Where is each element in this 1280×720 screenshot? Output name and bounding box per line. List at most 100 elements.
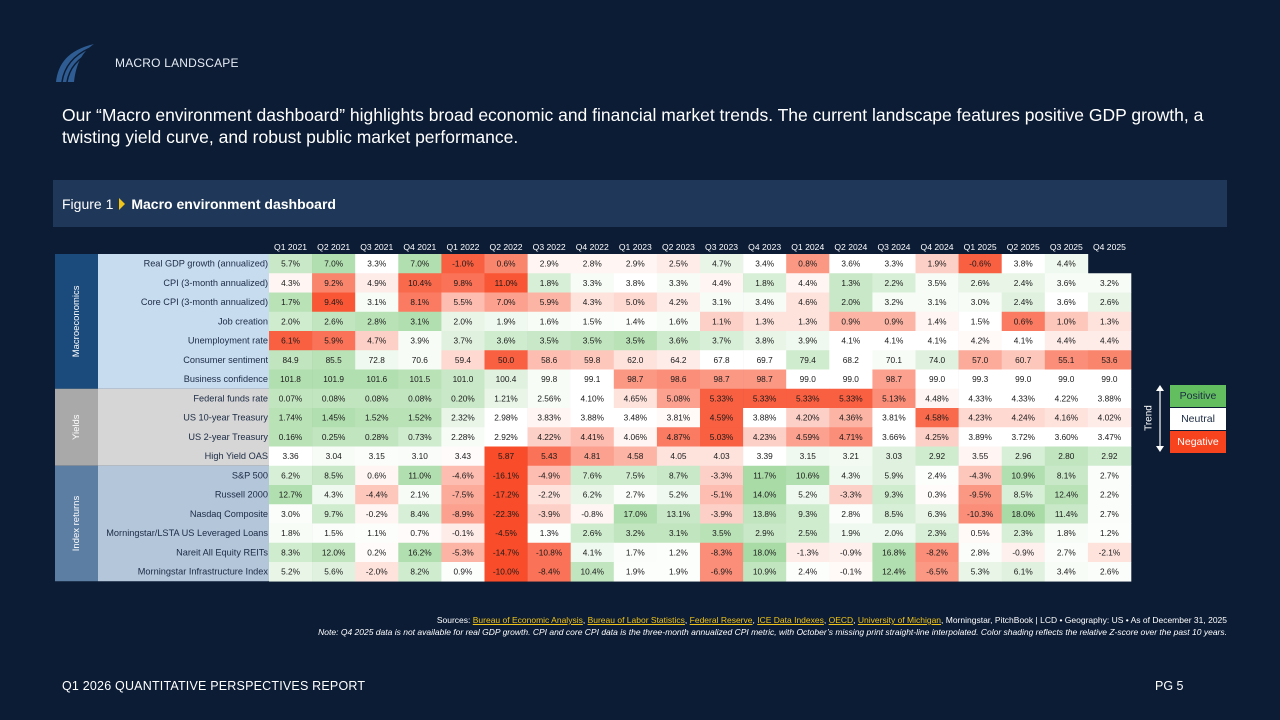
heatmap-cell: [915, 273, 959, 293]
heatmap-value: 2.9%: [626, 259, 646, 269]
heatmap-cell: [700, 311, 744, 332]
heatmap-value: 5.2%: [798, 490, 818, 500]
heatmap-cell: [656, 485, 701, 505]
heatmap-value: 50.0: [498, 355, 515, 365]
heatmap-cell: [1001, 408, 1046, 428]
heatmap-value: 4.33%: [1011, 393, 1035, 403]
heatmap-cell: [398, 427, 442, 447]
heatmap-value: 98.7: [627, 374, 644, 384]
heatmap-value: 1.8%: [281, 528, 301, 538]
heatmap-value: 74.0: [929, 355, 946, 365]
heatmap-cell: [700, 350, 744, 370]
heatmap-value: 3.60%: [1055, 432, 1079, 442]
heatmap-cell: [527, 446, 571, 467]
heatmap-value: 4.22%: [537, 432, 561, 442]
heatmap-value: 2.6%: [1100, 297, 1120, 307]
heatmap-cell: [312, 523, 356, 544]
heatmap-value: 7.6%: [583, 470, 603, 480]
heatmap-cell: [398, 254, 442, 274]
heatmap-value: 4.03: [713, 451, 730, 461]
heatmap-cell: [872, 504, 916, 524]
heatmap-value: 0.9%: [453, 567, 473, 577]
heatmap-value: 4.3%: [583, 297, 603, 307]
source-link-ice[interactable]: ICE Data Indexes: [757, 615, 824, 625]
heatmap-value: 2.6%: [1100, 567, 1120, 577]
legend-label: Negative: [1177, 436, 1219, 448]
heatmap-value: 1.9%: [928, 259, 948, 269]
heatmap-cell: [958, 350, 1002, 370]
heatmap-value: 2.4%: [928, 470, 948, 480]
heatmap-value: -2.0%: [366, 567, 388, 577]
sources-line: Sources: Bureau of Economic Analysis, Bu…: [436, 615, 1227, 625]
heatmap-value: 58.6: [541, 355, 558, 365]
heatmap-cell: [1044, 254, 1089, 274]
heatmap-value: 3.7%: [712, 336, 732, 346]
heatmap-cell: [1087, 331, 1132, 351]
heatmap-value: 18.0%: [1011, 509, 1035, 519]
heatmap-value: 85.5: [326, 355, 343, 365]
source-link-oecd[interactable]: OECD: [828, 615, 854, 625]
source-link-umich[interactable]: University of Michigan: [857, 615, 942, 625]
heatmap-value: 3.6%: [1057, 297, 1077, 307]
heatmap-cell: [700, 562, 744, 582]
heatmap-value: 10.4%: [408, 278, 432, 288]
legend-label: Neutral: [1181, 413, 1215, 425]
heatmap-cell: [1044, 311, 1089, 332]
heatmap-value: 0.6%: [497, 259, 517, 269]
heatmap-cell: [700, 427, 744, 447]
heatmap-value: 2.28%: [451, 432, 475, 442]
row-label: S&P 500: [232, 470, 268, 480]
heatmap-cell: [398, 369, 442, 390]
heatmap-value: 3.21: [843, 451, 860, 461]
heatmap-cell: [1044, 369, 1089, 390]
heatmap-value: 3.8%: [755, 336, 775, 346]
heatmap-cell: [613, 562, 658, 582]
source-link-bea[interactable]: Bureau of Economic Analysis: [472, 615, 583, 625]
heatmap-value: 2.3%: [1014, 528, 1034, 538]
heatmap-value: 3.72%: [1011, 432, 1035, 442]
heatmap-cell: [570, 427, 615, 447]
heatmap-value: 8.5%: [1014, 490, 1034, 500]
column-header: Q1 2023: [619, 242, 652, 252]
heatmap-cell: [570, 292, 615, 313]
heatmap-value: 3.03: [886, 451, 903, 461]
heatmap-cell: [915, 542, 959, 563]
heatmap-value: 3.5%: [928, 278, 948, 288]
heatmap-value: 6.1%: [1014, 567, 1034, 577]
heatmap-cell: [786, 273, 830, 293]
heatmap-value: 8.1%: [1057, 470, 1077, 480]
heatmap-cell: [958, 331, 1002, 351]
heatmap-cell: [484, 350, 528, 370]
heatmap-cell: [656, 273, 701, 293]
heatmap-value: 2.0%: [453, 316, 473, 326]
heatmap-value: 99.0: [1101, 374, 1118, 384]
heatmap-cell: [441, 562, 485, 582]
heatmap-value: 99.0: [929, 374, 946, 384]
heatmap-value: 99.8: [541, 374, 558, 384]
heatmap-cell: [570, 369, 615, 390]
heatmap-cell: [613, 273, 658, 293]
heatmap-cell: [958, 311, 1002, 332]
heatmap-cell: [355, 504, 399, 524]
heatmap-cell: [872, 485, 916, 505]
legend-swatch: [1170, 408, 1226, 430]
heatmap-cell: [613, 465, 658, 486]
source-link-fed[interactable]: Federal Reserve: [689, 615, 753, 625]
heatmap-cell: [958, 427, 1002, 447]
heatmap-cell: [829, 504, 873, 524]
heatmap-cell: [441, 504, 485, 524]
heatmap-cell: [1044, 408, 1089, 428]
heatmap-cell: [872, 523, 916, 544]
row-label-band: [98, 388, 269, 466]
heatmap-value: 4.23%: [753, 432, 777, 442]
heatmap-value: 1.7%: [281, 297, 301, 307]
heatmap-value: 4.25%: [925, 432, 949, 442]
heatmap-cell: [1044, 465, 1089, 486]
heatmap-cell: [872, 369, 916, 390]
heatmap-cell: [915, 504, 959, 524]
source-link-bls[interactable]: Bureau of Labor Statistics: [587, 615, 685, 625]
heatmap-cell: [398, 292, 442, 313]
heatmap-value: 4.4%: [798, 278, 818, 288]
heatmap-cell: [700, 446, 744, 467]
heatmap-value: 2.0%: [884, 528, 904, 538]
